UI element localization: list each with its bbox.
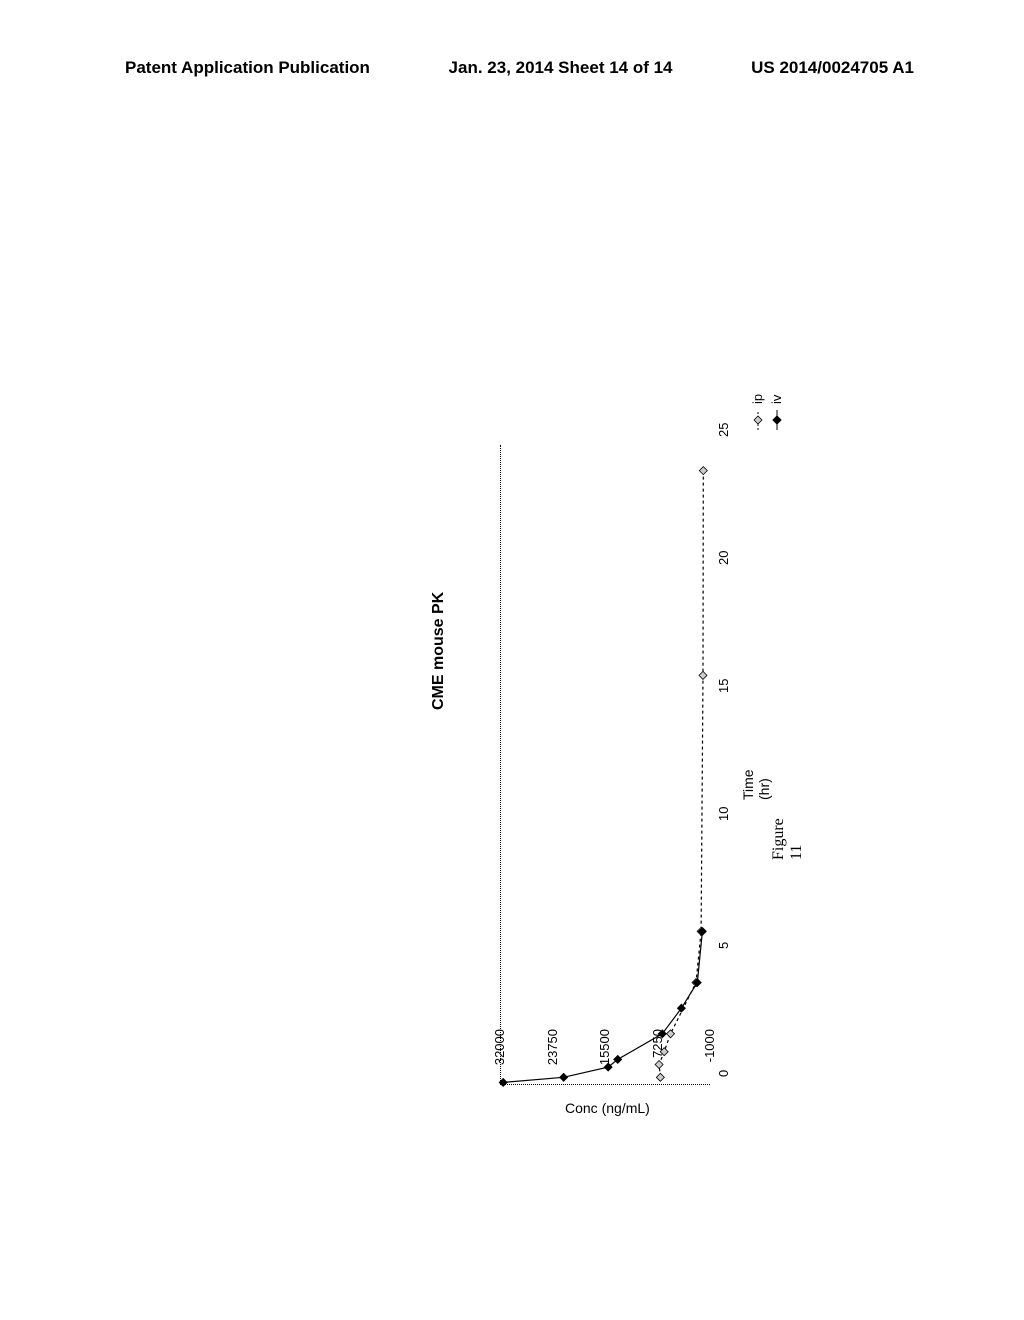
- x-axis-label: Time (hr): [740, 769, 772, 800]
- marker-ip: [667, 1030, 675, 1038]
- y-tick-label: 32000: [492, 1029, 507, 1089]
- marker-iv: [560, 1073, 568, 1081]
- legend-label-ip: ip: [750, 394, 765, 404]
- legend-item-iv: iv: [769, 394, 784, 430]
- chart-title: CME mouse PK: [430, 592, 448, 710]
- marker-ip: [699, 467, 707, 475]
- legend-item-ip: ip: [750, 394, 765, 430]
- page-header: Patent Application Publication Jan. 23, …: [0, 58, 1024, 78]
- header-left: Patent Application Publication: [125, 58, 370, 78]
- chart-container: CME mouse PK -10007250155002375032000 05…: [200, 180, 710, 1080]
- x-tick-label: 0: [716, 1070, 731, 1077]
- marker-ip: [699, 671, 707, 679]
- x-tick-label: 10: [716, 807, 731, 821]
- x-tick-label: 20: [716, 551, 731, 565]
- figure-caption: Figure 11: [770, 818, 806, 860]
- header-center: Jan. 23, 2014 Sheet 14 of 14: [449, 58, 673, 78]
- legend-label-iv: iv: [769, 395, 784, 404]
- x-tick-label: 15: [716, 679, 731, 693]
- header-right: US 2014/0024705 A1: [751, 58, 914, 78]
- chart-svg: [500, 445, 710, 1085]
- y-tick-label: 23750: [545, 1029, 560, 1089]
- diamond-icon: [753, 410, 763, 430]
- legend: ip iv: [750, 394, 788, 430]
- diamond-icon: [772, 410, 782, 430]
- x-tick-label: 5: [716, 942, 731, 949]
- y-tick-label: -1000: [702, 1029, 717, 1089]
- y-tick-label: 7250: [650, 1029, 665, 1089]
- y-axis-label: Conc (ng/mL): [565, 1100, 650, 1116]
- x-tick-label: 25: [716, 423, 731, 437]
- y-tick-label: 15500: [597, 1029, 612, 1089]
